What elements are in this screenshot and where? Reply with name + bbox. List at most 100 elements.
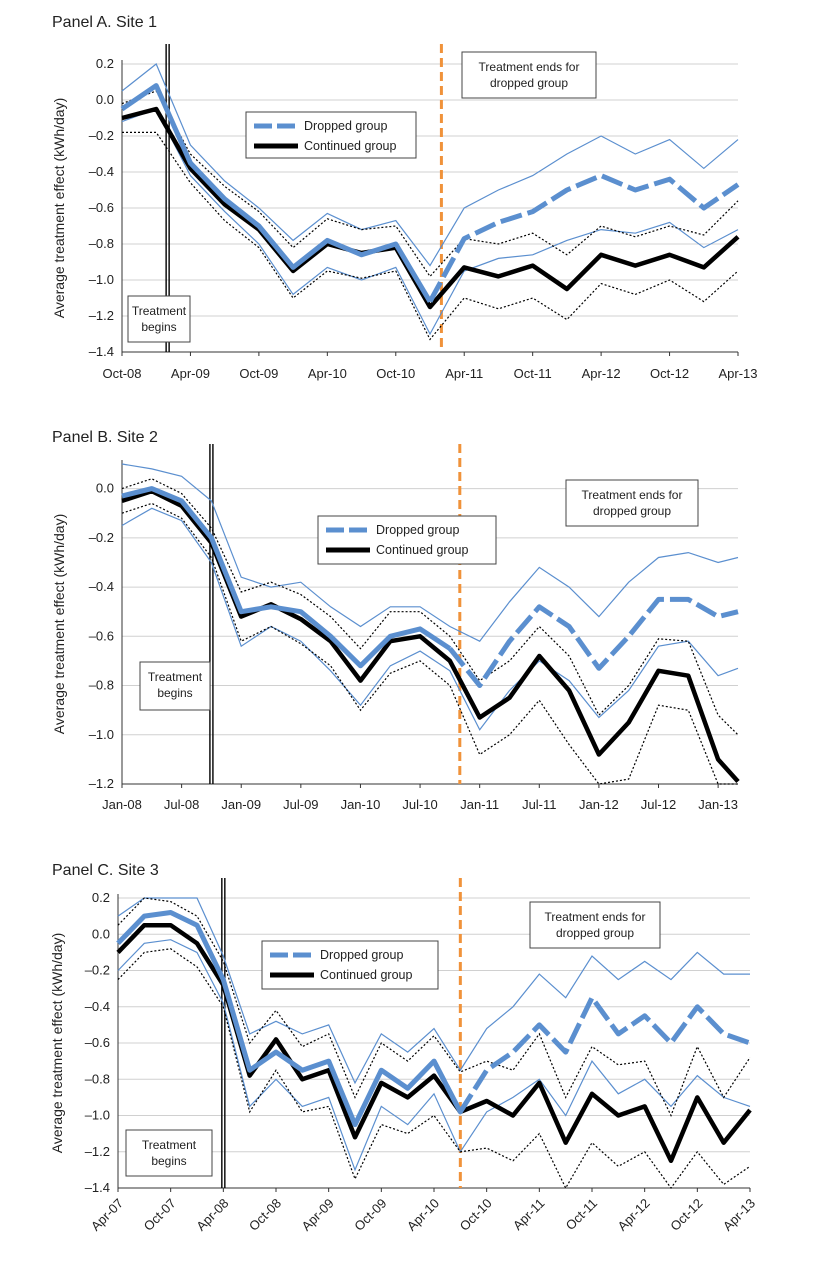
- legend-label-dropped: Dropped group: [304, 119, 387, 133]
- x-tick-label: Oct-10: [457, 1196, 495, 1234]
- dropped-lower-ci-line: [117, 939, 751, 1172]
- y-axis-label: Average treatment effect (kWh/day): [49, 933, 65, 1153]
- dropped-lower-ci-line: [121, 108, 739, 336]
- treatment-begins-note-line1: Treatment: [142, 1138, 197, 1152]
- y-tick-label: –0.8: [85, 1071, 110, 1086]
- y-tick-label: –0.4: [89, 579, 114, 594]
- x-tick-label: Oct-08: [102, 366, 141, 381]
- treatment-ends-note-box: [461, 51, 597, 99]
- y-axis-label: Average treatment effect (kWh/day): [51, 98, 67, 318]
- panel-title: Panel C. Site 3: [52, 862, 159, 879]
- panel-3: Panel C. Site 3 0.2 0.0 –0.2 –0.4 –0.6 –0.8 –1.…: [49, 862, 758, 1234]
- legend-box: [261, 940, 439, 990]
- y-tick-label: –1.2: [89, 776, 114, 791]
- x-tick-label: Apr-07: [88, 1196, 126, 1234]
- x-tick-label: Apr-08: [193, 1196, 231, 1234]
- x-tick-label: Jul-09: [283, 797, 318, 812]
- treatment-begins-note-box: [139, 661, 211, 711]
- y-tick-label: –1.0: [89, 727, 114, 742]
- y-tick-label: –1.4: [85, 1180, 110, 1195]
- x-tick-label: Oct-12: [667, 1196, 705, 1234]
- y-tick-label: –1.0: [85, 1108, 110, 1123]
- y-tick-label: –0.6: [85, 1035, 110, 1050]
- x-tick-label: Apr-11: [445, 366, 483, 381]
- x-tick-label: Apr-13: [720, 1196, 758, 1234]
- x-tick-label: Jul-12: [641, 797, 676, 812]
- x-tick-label: Apr-09: [299, 1196, 337, 1234]
- y-tick-label: –1.4: [89, 344, 114, 359]
- continued-upper-ci-line: [121, 478, 739, 736]
- treatment-ends-note-box: [529, 901, 661, 949]
- y-tick-label: –0.4: [89, 164, 114, 179]
- x-tick-label: Jul-08: [164, 797, 199, 812]
- continued-upper-ci-line: [121, 90, 739, 278]
- x-tick-label: Oct-09: [351, 1196, 389, 1234]
- continued-lower-ci-line: [117, 948, 751, 1190]
- x-tick-label: Apr-12: [615, 1196, 653, 1234]
- y-tick-label: –0.8: [89, 236, 114, 251]
- panel-1: Panel A. Site 1 0.2 0.0 –0.2 –0.4 –0.6 –0.8 –1.…: [51, 14, 758, 381]
- x-tick-label: Oct-07: [141, 1196, 179, 1234]
- legend-box: [245, 111, 417, 159]
- y-tick-label: 0.2: [96, 56, 114, 71]
- y-tick-label: 0.0: [96, 481, 114, 496]
- y-tick-label: –0.4: [85, 999, 110, 1014]
- legend-label-dropped: Dropped group: [320, 948, 403, 962]
- y-tick-label: 0.0: [92, 926, 110, 941]
- treatment-ends-note-line1: Treatment ends for: [479, 60, 580, 74]
- panel-2: Panel B. Site 2 0.0 –0.2 –0.4 –0.6 –0.8 –1.0 –1…: [51, 429, 740, 812]
- y-tick-label: –0.2: [89, 530, 114, 545]
- x-tick-label: Jan-10: [341, 797, 381, 812]
- panel-title: Panel A. Site 1: [52, 14, 157, 31]
- y-tick-label: –0.8: [89, 678, 114, 693]
- x-tick-label: Jul-11: [522, 797, 556, 812]
- treatment-begins-note-line2: begins: [141, 320, 176, 334]
- treatment-ends-note-line2: dropped group: [556, 926, 634, 940]
- y-tick-label: –0.2: [89, 128, 114, 143]
- y-tick-label: –1.2: [85, 1144, 110, 1159]
- dropped-lower-ci-line: [121, 507, 739, 731]
- legend-label-continued: Continued group: [304, 139, 396, 153]
- dropped-upper-ci-line: [117, 897, 750, 1085]
- y-tick-label: –0.2: [85, 963, 110, 978]
- dropped-upper-ci-line: [121, 63, 739, 267]
- x-tick-label: Oct-12: [650, 366, 689, 381]
- x-tick-label: Oct-10: [376, 366, 415, 381]
- treatment-begins-note-line2: begins: [151, 1154, 186, 1168]
- x-tick-label: Apr-10: [404, 1196, 442, 1234]
- legend-label-continued: Continued group: [320, 968, 412, 982]
- x-tick-label: Oct-11: [563, 1196, 601, 1234]
- y-tick-label: –0.6: [89, 200, 114, 215]
- dropped-series-line-after-end: [427, 173, 740, 303]
- continued-lower-ci-line: [122, 131, 739, 341]
- dropped-series-line: [121, 486, 452, 669]
- y-tick-label: 0.0: [96, 92, 114, 107]
- x-tick-label: Apr-12: [582, 366, 621, 381]
- treatment-begins-note-line2: begins: [157, 686, 192, 700]
- legend-label-dropped: Dropped group: [376, 523, 459, 537]
- x-tick-label: Jan-08: [102, 797, 142, 812]
- x-tick-label: Jan-11: [460, 797, 499, 812]
- y-tick-label: –1.2: [89, 308, 114, 323]
- x-tick-label: Oct-08: [246, 1196, 284, 1234]
- y-tick-label: 0.2: [92, 890, 110, 905]
- y-tick-label: –1.0: [89, 272, 114, 287]
- x-tick-label: Apr-11: [510, 1196, 548, 1234]
- continued-upper-ci-line: [117, 897, 751, 1118]
- x-tick-label: Apr-10: [308, 366, 347, 381]
- treatment-ends-note-box: [565, 479, 699, 527]
- legend-label-continued: Continued group: [376, 543, 468, 557]
- treatment-ends-note-line2: dropped group: [593, 504, 671, 518]
- treatment-begins-note-line1: Treatment: [148, 670, 203, 684]
- treatment-begins-note-box: [125, 1129, 213, 1177]
- treatment-ends-note-line2: dropped group: [490, 76, 568, 90]
- x-tick-label: Oct-09: [239, 366, 278, 381]
- panel-title: Panel B. Site 2: [52, 429, 158, 446]
- dropped-series-line: [120, 83, 433, 303]
- x-tick-label: Jul-10: [402, 797, 437, 812]
- treatment-begins-note-line1: Treatment: [132, 304, 187, 318]
- x-tick-label: Jan-12: [579, 797, 619, 812]
- treatment-ends-note-line1: Treatment ends for: [582, 488, 683, 502]
- legend-box: [317, 515, 497, 565]
- x-tick-label: Apr-09: [171, 366, 210, 381]
